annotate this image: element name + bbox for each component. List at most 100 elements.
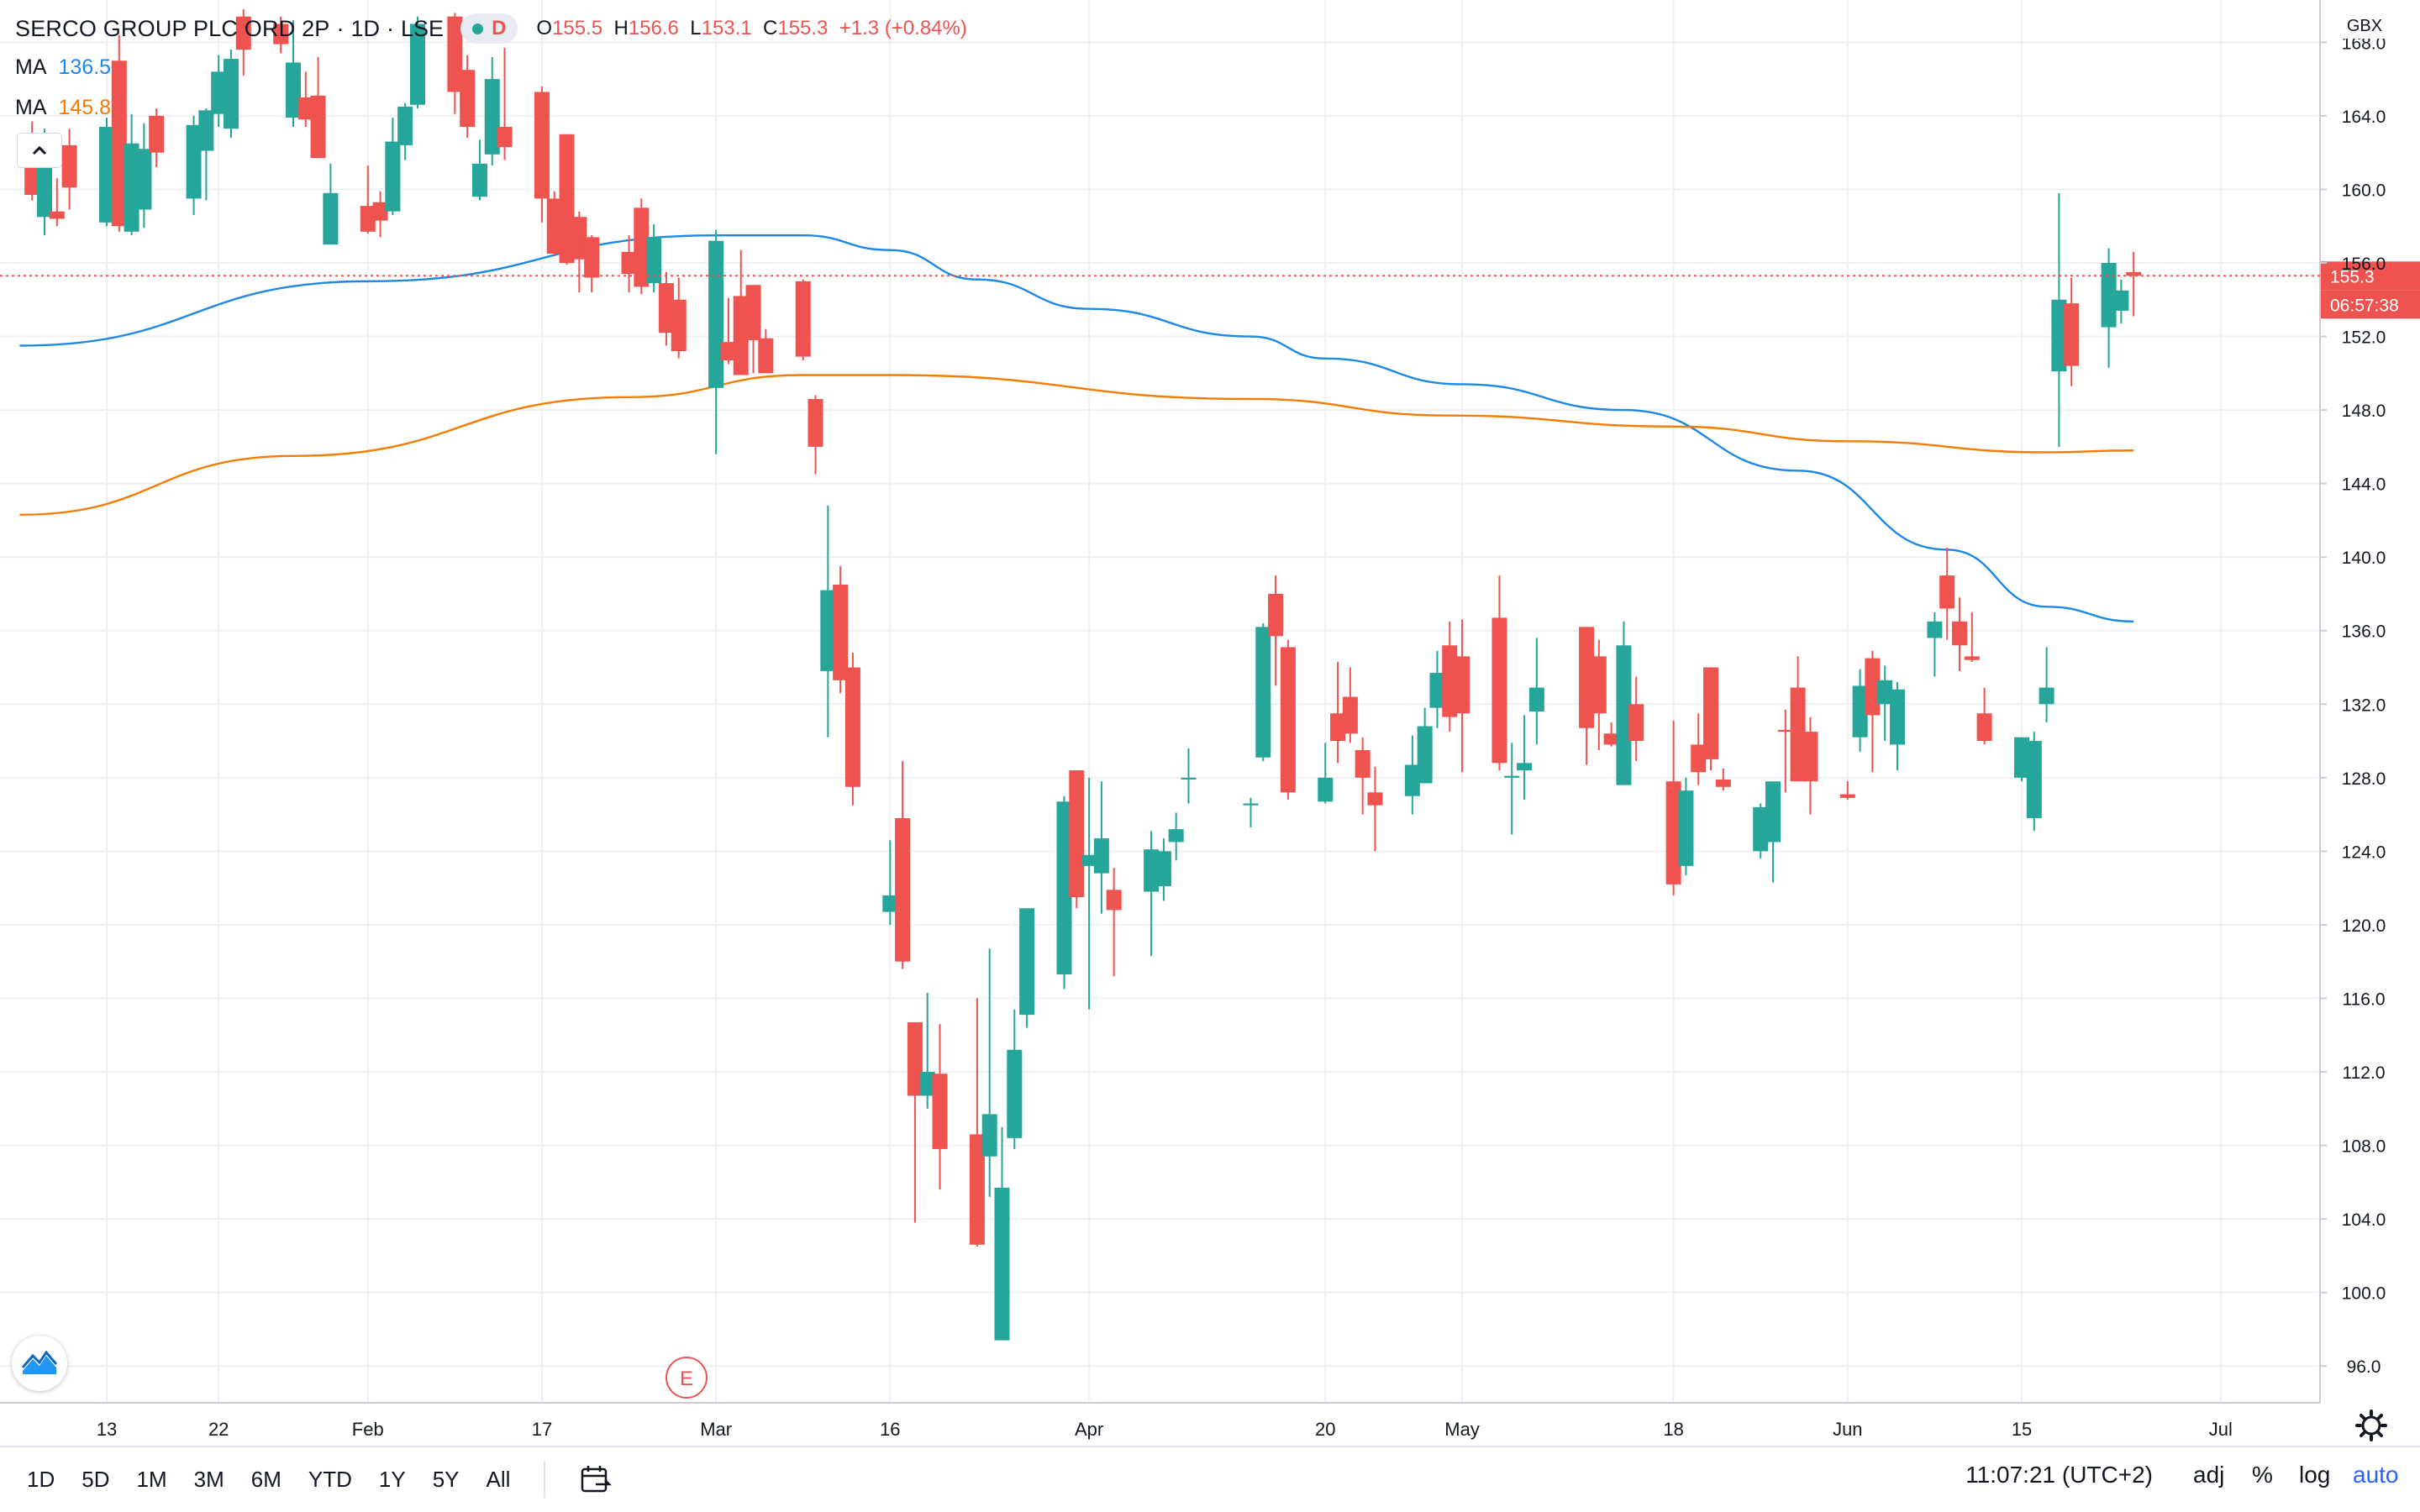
candle[interactable] (1939, 548, 1955, 640)
candle[interactable] (1504, 743, 1520, 835)
candle[interactable] (1455, 619, 1470, 773)
candle[interactable] (932, 1024, 948, 1190)
log-scale-toggle[interactable]: log (2299, 1462, 2331, 1488)
candle[interactable] (409, 16, 425, 109)
candle[interactable] (882, 840, 898, 925)
candle[interactable] (1093, 781, 1109, 914)
candle[interactable] (919, 992, 935, 1109)
range-5y-button[interactable]: 5Y (432, 1466, 460, 1492)
range-6m-button[interactable]: 6M (250, 1466, 281, 1492)
candle[interactable] (1155, 838, 1171, 901)
candle[interactable] (1355, 737, 1370, 815)
candle[interactable] (1056, 795, 1072, 990)
candle[interactable] (447, 13, 463, 114)
candle[interactable] (124, 113, 139, 236)
candle[interactable] (2113, 279, 2129, 324)
candle[interactable] (795, 279, 811, 360)
go-to-date-calendar-icon[interactable] (579, 1462, 613, 1496)
candle[interactable] (149, 108, 165, 168)
candle[interactable] (1429, 650, 1445, 728)
candle[interactable] (1691, 713, 1707, 785)
candle[interactable] (1280, 639, 1296, 801)
candle[interactable] (1952, 597, 1968, 671)
candle[interactable] (1865, 650, 1881, 773)
candle[interactable] (1839, 781, 1855, 801)
candle[interactable] (310, 56, 326, 159)
candle[interactable] (969, 998, 985, 1247)
candle[interactable] (61, 129, 77, 210)
candle[interactable] (1404, 735, 1420, 815)
adjust-toggle[interactable]: adj (2193, 1462, 2225, 1488)
candle[interactable] (1491, 575, 1507, 771)
candle[interactable] (2126, 251, 2142, 317)
candle[interactable] (1181, 748, 1197, 804)
candle[interactable] (2014, 737, 2029, 782)
candle[interactable] (1268, 575, 1284, 686)
candle[interactable] (2064, 277, 2080, 386)
candle[interactable] (1603, 722, 1619, 747)
time-axis[interactable]: 13 22 Feb 17 Mar 16 Apr 20 May 18 Jun 15 Jul (97, 1419, 2233, 1440)
range-1y-button[interactable]: 1Y (378, 1466, 406, 1492)
candle[interactable] (1517, 715, 1533, 801)
candle[interactable] (720, 297, 736, 365)
candle[interactable] (484, 56, 500, 165)
candle[interactable] (1106, 868, 1122, 977)
candle[interactable] (1802, 717, 1818, 815)
candle[interactable] (471, 139, 487, 201)
candle[interactable] (1007, 1009, 1023, 1149)
collapse-legend-button[interactable] (17, 133, 62, 168)
candle[interactable] (1765, 781, 1781, 883)
candle[interactable] (1753, 803, 1769, 859)
candle[interactable] (186, 115, 202, 216)
candle[interactable] (1777, 709, 1793, 793)
range-3m-button[interactable]: 3M (193, 1466, 224, 1492)
candle[interactable] (360, 165, 376, 234)
candle[interactable] (235, 8, 251, 76)
range-all-button[interactable]: All (486, 1466, 511, 1492)
auto-scale-toggle[interactable]: auto (2353, 1462, 2399, 1488)
candle[interactable] (1243, 797, 1259, 827)
candle[interactable] (1255, 622, 1271, 762)
candle[interactable] (820, 505, 836, 738)
candle[interactable] (546, 191, 562, 256)
candle[interactable] (1678, 777, 1694, 875)
candle[interactable] (634, 198, 650, 295)
candle[interactable] (994, 1126, 1010, 1341)
market-status-badge[interactable]: D (460, 13, 518, 44)
candle[interactable] (1877, 665, 1893, 742)
candle[interactable] (1342, 667, 1358, 743)
candle[interactable] (2026, 732, 2042, 832)
candle[interactable] (297, 71, 313, 128)
settings-gear-icon[interactable] (2355, 1410, 2387, 1441)
percent-scale-toggle[interactable]: % (2252, 1462, 2273, 1488)
candle[interactable] (1318, 743, 1334, 804)
candle[interactable] (285, 20, 301, 128)
candle[interactable] (1927, 612, 1943, 677)
candle[interactable] (2039, 647, 2054, 723)
candle[interactable] (198, 108, 214, 201)
candle[interactable] (2051, 192, 2067, 447)
range-1d-button[interactable]: 1D (27, 1466, 55, 1492)
candle[interactable] (1591, 639, 1607, 751)
candle[interactable] (460, 55, 476, 139)
candle[interactable] (372, 191, 388, 238)
candle[interactable] (534, 86, 550, 223)
candle[interactable] (844, 652, 860, 806)
candle[interactable] (671, 277, 687, 359)
candle[interactable] (907, 1021, 923, 1223)
candle[interactable] (745, 285, 761, 374)
candle[interactable] (223, 50, 239, 139)
candle[interactable] (571, 211, 587, 293)
timezone-clock[interactable]: 11:07:21 (UTC+2) (1965, 1462, 2153, 1488)
candle[interactable] (397, 102, 413, 160)
candle[interactable] (497, 47, 513, 160)
candle[interactable] (833, 566, 849, 694)
candle[interactable] (1081, 777, 1097, 1010)
candle[interactable] (111, 34, 127, 232)
range-1m-button[interactable]: 1M (136, 1466, 167, 1492)
candle[interactable] (49, 178, 65, 227)
candle[interactable] (2101, 248, 2117, 368)
candle[interactable] (211, 55, 227, 128)
candle[interactable] (323, 163, 339, 245)
